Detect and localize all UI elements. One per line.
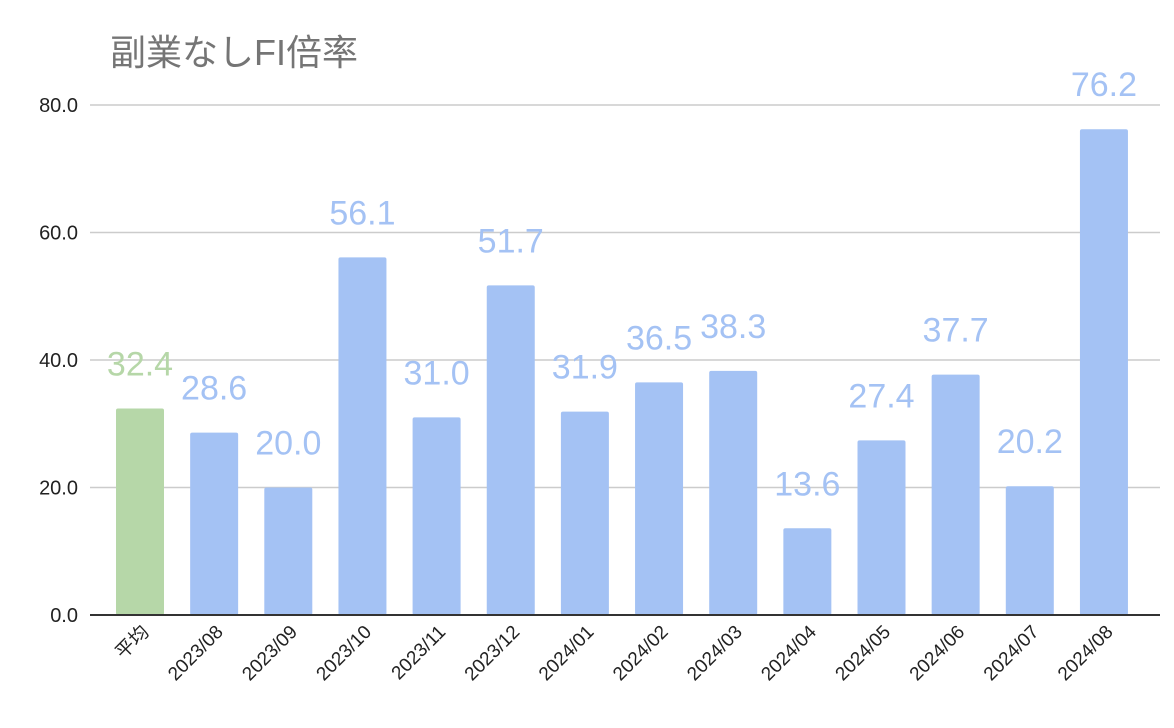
bar-2023-12 <box>486 285 535 615</box>
data-labels: 32.428.620.0 56.1 31.0 51.7 31.936.5 38.3 13.6… <box>107 66 1137 503</box>
data-label: 56.1 <box>329 194 395 232</box>
y-tick-label: 20.0 <box>39 478 78 500</box>
x-tick-label: 2023/09 <box>238 622 301 685</box>
bar-2024-07 <box>1005 486 1054 615</box>
bars <box>116 129 1128 615</box>
x-tick-label: 2023/12 <box>461 622 524 685</box>
bar-2023-09 <box>264 487 313 615</box>
data-label: 31.0 <box>404 354 470 392</box>
x-axis-labels: 平均 2023/08 2023/09 2023/10 2023/11 2023/12 202… <box>111 621 1117 685</box>
data-label: 51.7 <box>478 222 544 260</box>
x-tick-label: 2024/02 <box>609 622 672 685</box>
bar-average <box>116 408 164 615</box>
data-label: 37.7 <box>923 312 989 350</box>
y-tick-label: 40.0 <box>39 350 78 372</box>
y-tick-label: 0.0 <box>50 605 78 627</box>
bar-2023-11 <box>412 417 461 615</box>
x-tick-label: 平均 <box>111 621 153 663</box>
data-label: 27.4 <box>848 377 914 415</box>
bar-2024-04 <box>783 528 832 615</box>
x-tick-label: 2024/01 <box>535 622 598 685</box>
x-tick-label: 2024/06 <box>906 622 969 685</box>
data-label: 20.0 <box>255 425 321 463</box>
y-axis-ticks: 0.0 20.0 40.0 60.0 80.0 <box>39 95 78 627</box>
data-label: 20.2 <box>997 423 1063 461</box>
y-tick-label: 60.0 <box>39 223 78 245</box>
bar-2024-02 <box>635 382 684 615</box>
data-label: 32.4 <box>107 345 173 383</box>
bar-2024-05 <box>857 440 906 615</box>
bar-2024-01 <box>560 411 609 615</box>
data-label: 36.5 <box>626 319 692 357</box>
x-tick-label: 2023/10 <box>313 622 376 685</box>
bar-2024-03 <box>709 370 758 615</box>
x-tick-label: 2024/05 <box>832 622 895 685</box>
x-tick-label: 2023/11 <box>388 622 450 684</box>
x-tick-label: 2023/08 <box>164 622 227 685</box>
data-label: 76.2 <box>1071 66 1137 104</box>
chart-title: 副業なしFI倍率 <box>110 32 358 73</box>
data-label: 38.3 <box>700 308 766 346</box>
x-tick-label: 2024/07 <box>980 622 1043 685</box>
data-label: 31.9 <box>552 349 618 387</box>
bar-2024-08 <box>1079 129 1128 615</box>
x-tick-label: 2024/03 <box>683 622 746 685</box>
bar-2023-10 <box>338 257 387 615</box>
bar-2023-08 <box>190 432 239 615</box>
x-tick-label: 2024/08 <box>1054 622 1117 685</box>
y-tick-label: 80.0 <box>39 95 78 117</box>
data-label: 28.6 <box>181 370 247 408</box>
bar-2024-06 <box>931 374 980 615</box>
x-tick-label: 2024/04 <box>757 621 821 685</box>
data-label: 13.6 <box>774 465 840 503</box>
